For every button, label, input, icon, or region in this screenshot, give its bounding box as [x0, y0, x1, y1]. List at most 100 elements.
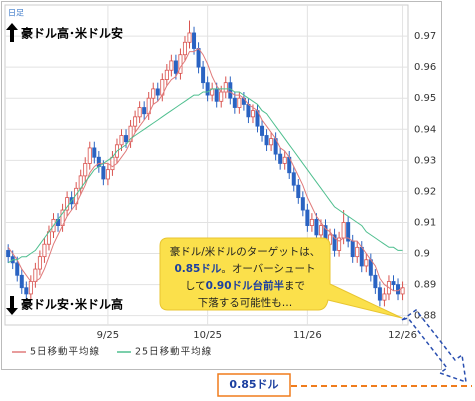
candle-body	[382, 293, 387, 301]
candle-body	[232, 97, 237, 108]
candle-body	[24, 287, 29, 295]
candle-body	[37, 256, 42, 270]
callout-box	[159, 237, 403, 319]
candle-body	[124, 135, 129, 143]
candle-body	[105, 169, 110, 180]
candle-body	[205, 82, 210, 96]
candle-body	[278, 153, 283, 164]
candle-body	[291, 172, 296, 186]
candle-body	[346, 222, 351, 242]
candle-body	[228, 82, 233, 99]
candle-body	[19, 274, 24, 289]
candle-body	[337, 237, 342, 251]
candle-body	[391, 281, 396, 286]
forecast-arrow	[401, 308, 467, 384]
callout-line: 0.85ドル。オーバーシュート	[174, 263, 315, 275]
y-tick-label: 0.89	[414, 280, 436, 291]
legend-label: 25日移動平均線	[135, 346, 212, 358]
candle-body	[101, 166, 106, 180]
candle-body	[219, 91, 224, 102]
target-box	[217, 373, 291, 397]
candle-body	[187, 32, 192, 43]
candle-body	[223, 82, 228, 93]
callout-text: 。オーバーシュート	[221, 263, 315, 275]
candle-body	[246, 104, 251, 118]
candle-body	[110, 156, 115, 171]
candle-body	[309, 218, 314, 226]
candle-body	[377, 287, 382, 301]
candle-body	[260, 125, 265, 136]
candle-body	[33, 268, 38, 282]
up-arrow	[6, 23, 18, 42]
candle-body	[269, 138, 274, 146]
candle-body	[196, 48, 201, 68]
y-tick-label: 0.94	[414, 124, 436, 135]
candle-body	[314, 218, 319, 236]
candle-body	[151, 88, 156, 99]
candle-body	[42, 243, 47, 258]
x-tick-label: 9/25	[97, 330, 119, 341]
legend-label: 5日移動平均線	[30, 346, 100, 358]
y-tick-label: 0.93	[414, 155, 436, 166]
lower-label: 豪ドル安･米ドル高	[21, 297, 123, 312]
y-tick-label: 0.91	[414, 217, 436, 228]
candle-body	[164, 69, 169, 80]
candle-body	[6, 250, 11, 258]
callout-line: 下落する可能性も…	[198, 296, 293, 309]
candle-body	[119, 135, 124, 146]
candle-body	[65, 197, 70, 211]
candle-body	[178, 54, 183, 74]
candle-body	[15, 262, 20, 276]
candle-body	[296, 184, 301, 199]
y-tick-label: 0.97	[414, 31, 436, 42]
y-tick-label: 0.95	[414, 93, 436, 104]
candle-body	[83, 163, 88, 177]
candle-body	[28, 281, 33, 295]
callout-text: 0.85ドル	[174, 263, 221, 275]
y-tick-label: 0.88	[414, 311, 436, 322]
candle-body	[364, 259, 369, 267]
candle-body	[355, 246, 360, 258]
candle-body	[155, 88, 160, 96]
candle-body	[332, 234, 337, 251]
y-tick-label: 0.92	[414, 186, 436, 197]
upper-label: 豪ドル高･米ドル安	[21, 26, 123, 41]
callout-text: 豪ドル/米ドルのターゲットは、	[170, 245, 321, 258]
candle-body	[182, 41, 187, 56]
candle-body	[350, 240, 355, 258]
target-label: 0.85ドル	[229, 378, 278, 391]
candle-body	[92, 147, 97, 158]
callout-text: まで	[284, 280, 305, 292]
candle-body	[300, 197, 305, 211]
candle-body	[237, 97, 242, 108]
callout-line: して0.90ドル台前半まで	[185, 279, 305, 292]
candle-body	[142, 107, 147, 115]
candle-body	[396, 284, 401, 295]
candle-body	[192, 32, 197, 49]
ma-line	[7, 47, 403, 292]
candle-body	[250, 110, 255, 118]
candle-body	[341, 222, 346, 239]
x-tick-label: 12/26	[388, 330, 417, 341]
callout-text: して	[185, 280, 206, 292]
candle-body	[373, 274, 378, 289]
candle-body	[318, 225, 323, 236]
callout-line: 豪ドル/米ドルのターゲットは、	[170, 245, 321, 258]
x-tick-label: 10/25	[193, 330, 222, 341]
candle-body	[305, 209, 310, 226]
candle-body	[96, 156, 101, 167]
y-tick-label: 0.9	[414, 249, 430, 260]
down-arrow	[6, 296, 18, 315]
candle-body	[264, 135, 269, 146]
callout-text: 下落する可能性も…	[198, 296, 293, 309]
candle-body	[87, 147, 92, 164]
period-label: 日足	[8, 9, 24, 18]
candle-body	[201, 66, 206, 84]
ma-line	[7, 88, 403, 264]
y-tick-label: 0.96	[414, 62, 436, 73]
candle-body	[133, 116, 138, 127]
candle-body	[214, 88, 219, 102]
x-tick-label: 11/26	[293, 330, 322, 341]
candle-body	[282, 156, 287, 164]
